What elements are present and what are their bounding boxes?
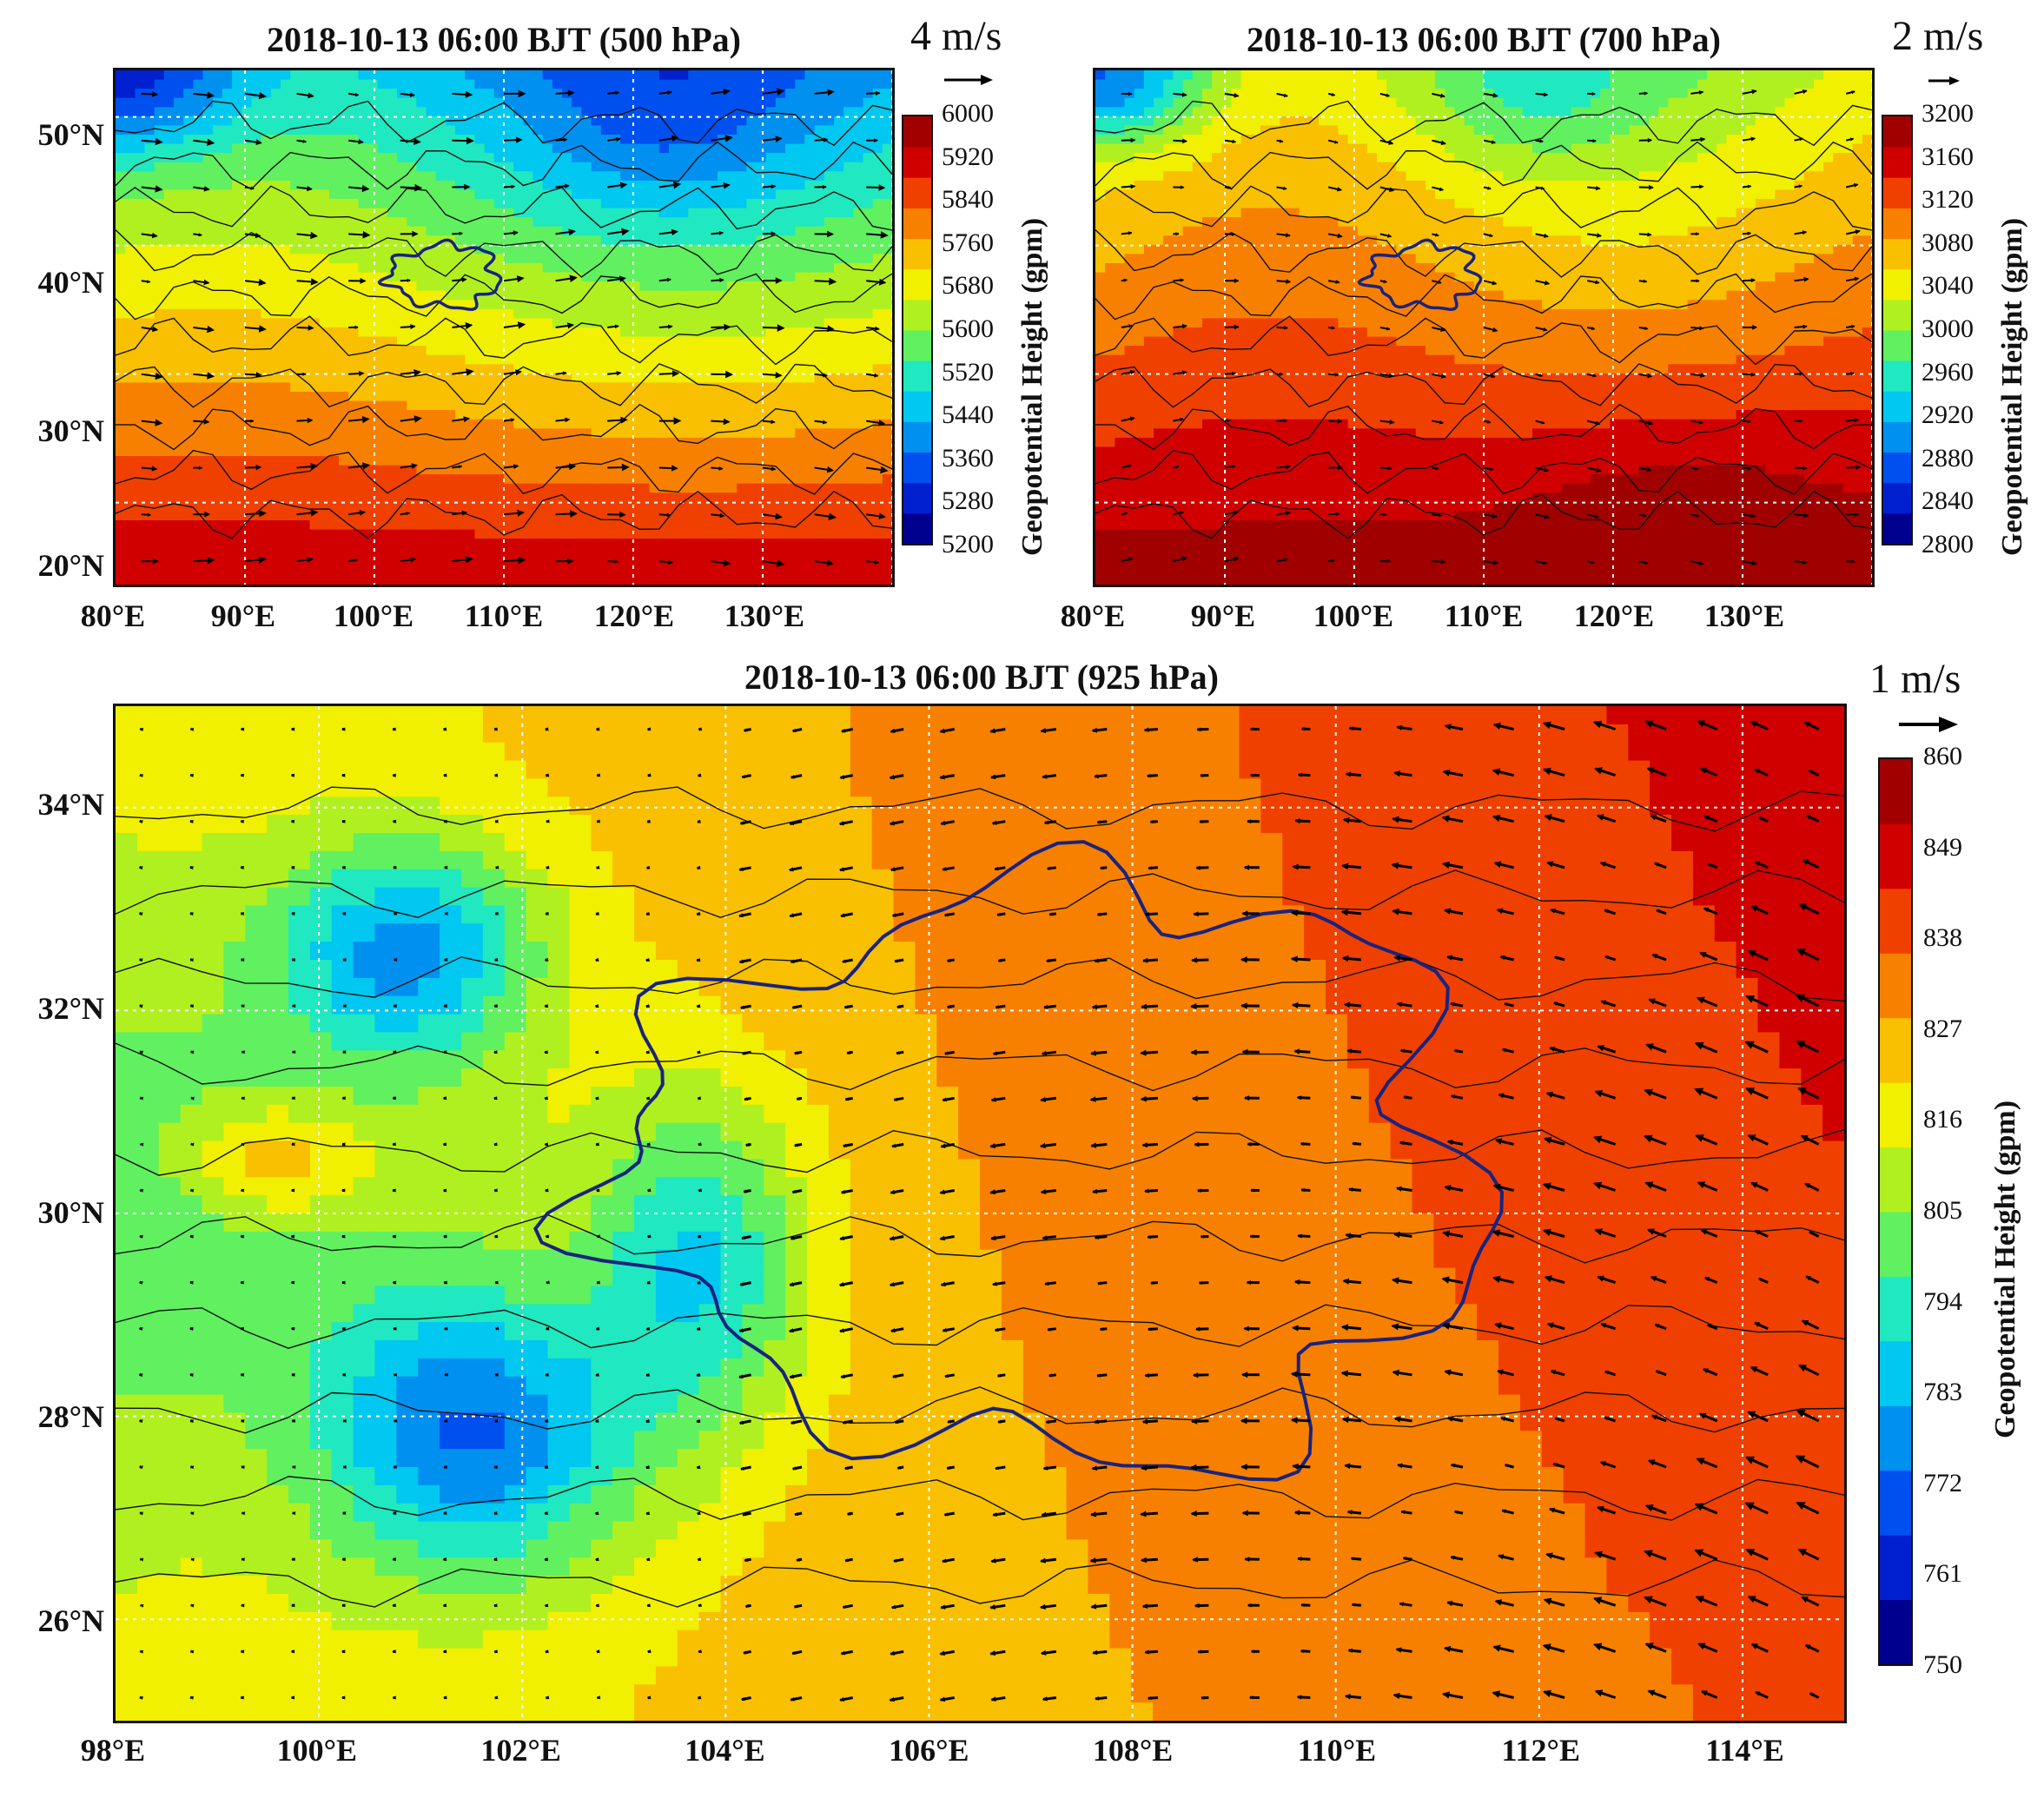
x-tick-label: 112°E <box>1501 1733 1580 1768</box>
colorbar-tick-label: 838 <box>1923 923 1962 953</box>
colorbar-tick-label: 2920 <box>1922 400 1974 430</box>
colorbar-title: Geopotential Height (gpm) <box>1989 1100 2021 1438</box>
x-tick-label: 110°E <box>1444 598 1524 633</box>
y-tick-label: 34°N <box>37 787 104 823</box>
x-tick-label: 102°E <box>480 1733 561 1768</box>
x-tick-label: 80°E <box>1060 598 1126 633</box>
region-outline <box>377 238 503 311</box>
colorbar-tick-label: 805 <box>1923 1196 1962 1225</box>
colorbar-tick-label: 6000 <box>942 99 994 128</box>
colorbar <box>1882 115 1913 545</box>
x-tick-label: 110°E <box>1297 1733 1377 1768</box>
y-tick-label: 50°N <box>37 116 104 152</box>
x-tick-label: 90°E <box>210 598 276 633</box>
x-tick-label: 114°E <box>1705 1733 1784 1768</box>
panel-title: 2018-10-13 06:00 BJT (925 hPa) <box>744 658 1219 697</box>
x-tick-label: 100°E <box>276 1733 358 1768</box>
colorbar <box>902 115 933 545</box>
x-tick-label: 90°E <box>1190 598 1256 633</box>
colorbar-tick-label: 5680 <box>942 271 994 301</box>
reference-vector-label: 1 m/s <box>1869 656 1961 702</box>
wind-vectors <box>138 720 1820 1702</box>
x-tick-label: 120°E <box>593 598 675 633</box>
reference-vector-arrow <box>944 75 993 85</box>
colorbar-tick-label: 3200 <box>1922 99 1974 128</box>
x-tick-label: 98°E <box>80 1733 146 1768</box>
x-tick-label: 130°E <box>724 598 805 633</box>
x-tick-label: 108°E <box>1092 1733 1174 1768</box>
colorbar-tick-label: 783 <box>1923 1378 1962 1407</box>
geopotential-field <box>116 706 1844 1721</box>
y-tick-label: 20°N <box>37 548 104 584</box>
colorbar-tick-label: 816 <box>1923 1105 1962 1134</box>
colorbar-tick-label: 2880 <box>1922 443 1974 473</box>
province-borders <box>116 786 1844 1608</box>
y-tick-label: 26°N <box>37 1603 104 1638</box>
colorbar-tick-label: 794 <box>1923 1286 1962 1316</box>
colorbar-tick-label: 3160 <box>1922 142 1974 171</box>
colorbar-tick-label: 3000 <box>1922 314 1974 343</box>
x-tick-label: 100°E <box>333 598 414 633</box>
colorbar-tick-label: 3040 <box>1922 271 1974 301</box>
geopotential-field <box>116 70 892 585</box>
colorbar-tick-label: 827 <box>1923 1014 1962 1043</box>
x-tick-label: 104°E <box>685 1733 765 1768</box>
province-borders <box>1095 100 1872 539</box>
x-tick-label: 110°E <box>464 598 544 633</box>
y-tick-label: 30°N <box>37 413 104 448</box>
colorbar-tick-label: 772 <box>1923 1468 1962 1497</box>
colorbar-tick-label: 5600 <box>942 314 994 343</box>
colorbar-tick-label: 860 <box>1923 742 1962 770</box>
colorbar-tick-label: 2800 <box>1922 530 1974 559</box>
graticule <box>116 706 1844 1721</box>
map-925hpa[interactable] <box>113 704 1847 1723</box>
colorbar <box>1878 757 1913 1666</box>
reference-vector-label: 2 m/s <box>1892 13 1984 59</box>
colorbar-tick-label: 5840 <box>942 185 994 215</box>
colorbar-tick-label: 849 <box>1923 832 1962 862</box>
colorbar-title: Geopotential Height (gpm) <box>1016 217 1048 556</box>
colorbar-tick-label: 5440 <box>942 400 994 430</box>
map-700hpa[interactable] <box>1093 68 1875 587</box>
panel-title: 2018-10-13 06:00 BJT (700 hPa) <box>1247 20 1721 59</box>
wind-vectors <box>141 88 889 567</box>
x-tick-label: 130°E <box>1703 598 1785 633</box>
x-tick-label: 106°E <box>889 1733 969 1768</box>
contour-fill <box>1095 70 1872 585</box>
colorbar-tick-label: 5520 <box>942 357 994 387</box>
province-borders <box>116 100 892 539</box>
colorbar-tick-label: 3120 <box>1922 185 1974 215</box>
y-tick-label: 40°N <box>37 265 104 301</box>
reference-vector-label: 4 m/s <box>910 13 1002 59</box>
x-tick-label: 80°E <box>80 598 146 633</box>
x-tick-label: 100°E <box>1313 598 1394 633</box>
map-500hpa[interactable] <box>113 68 895 587</box>
reference-vector-arrow <box>1899 717 1958 732</box>
colorbar-tick-label: 5280 <box>942 486 994 516</box>
y-tick-label: 28°N <box>37 1398 104 1434</box>
contour-fill <box>116 706 1844 1721</box>
colorbar-tick-label: 3080 <box>1922 228 1974 257</box>
colorbar-tick-label: 5200 <box>942 530 994 559</box>
colorbar-tick-label: 5920 <box>942 142 994 171</box>
colorbar-title: Geopotential Height (gpm) <box>1996 217 2028 556</box>
colorbar-tick-label: 2960 <box>1922 357 1974 387</box>
graticule <box>1095 70 1872 585</box>
colorbar-tick-label: 5760 <box>942 228 994 257</box>
reference-vector-arrow <box>1928 76 1960 85</box>
panel-title: 2018-10-13 06:00 BJT (500 hPa) <box>267 20 741 59</box>
colorbar-tick-label: 761 <box>1923 1559 1962 1589</box>
graticule <box>116 70 892 585</box>
x-tick-label: 120°E <box>1573 598 1655 633</box>
region-outline <box>532 840 1505 1482</box>
y-tick-label: 30°N <box>37 1195 104 1230</box>
geopotential-field <box>1095 70 1872 585</box>
region-outline <box>1357 238 1483 311</box>
y-tick-label: 32°N <box>37 991 104 1027</box>
colorbar-tick-label: 2840 <box>1922 486 1974 516</box>
colorbar-tick-label: 750 <box>1923 1650 1962 1679</box>
wind-vectors <box>1121 89 1862 565</box>
colorbar-tick-label: 5360 <box>942 443 994 473</box>
